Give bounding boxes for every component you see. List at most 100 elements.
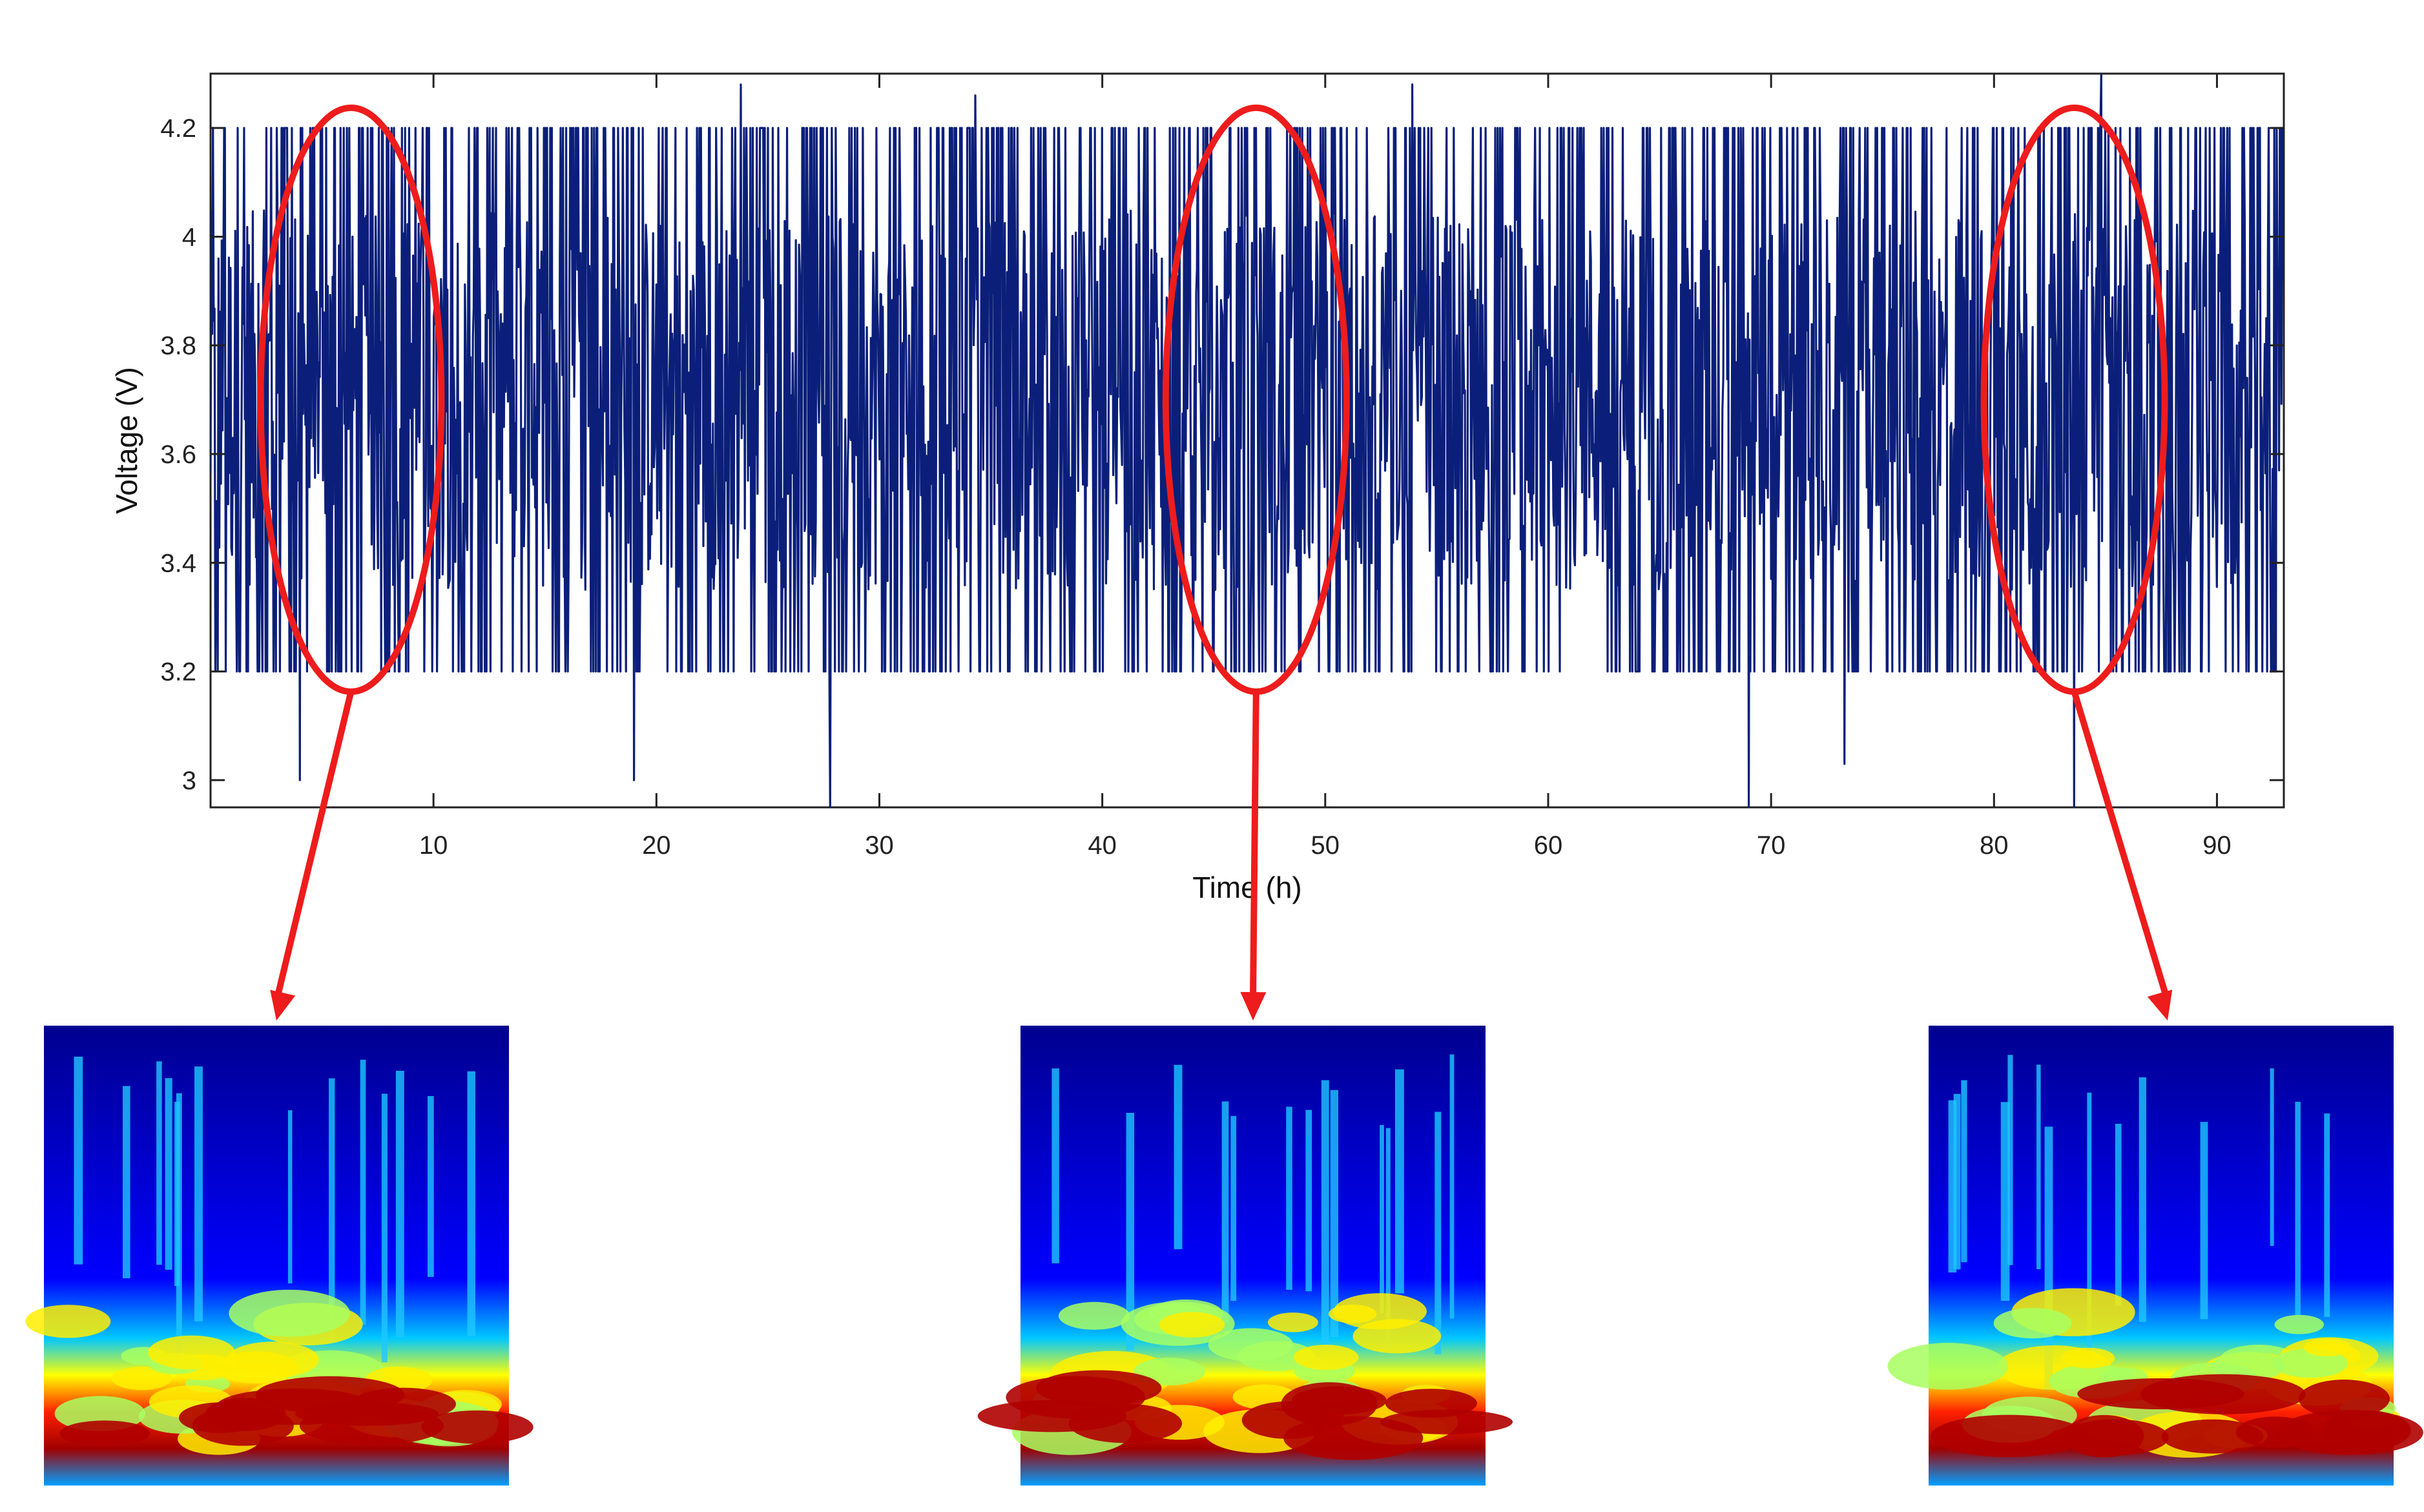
inset-blob [214,1351,298,1383]
highlight-arrow [2071,690,2171,1002]
wavelet-inset [1887,1026,2423,1486]
inset-blob [1058,1301,1130,1330]
inset-blob [2303,1338,2352,1357]
inset-blob [229,1289,350,1337]
inset-streak [1330,1090,1339,1337]
inset-blob [1993,1308,2072,1339]
x-axis-label: Time (h) [1192,871,1302,904]
inset-streak [1305,1110,1312,1292]
inset-streak [1449,1054,1455,1319]
inset-streak [427,1095,434,1278]
inset-streak [2115,1123,2122,1306]
inset-streak [1380,1124,1384,1314]
inset-hot-band [2062,1419,2169,1456]
y-tick-label: 4 [182,223,196,251]
inset-hot-band [2298,1380,2390,1418]
inset-streak [1221,1101,1229,1323]
y-tick-label: 3.2 [160,658,196,687]
inset-streak [381,1093,388,1363]
x-tick-label: 40 [1088,831,1117,860]
inset-streak [2324,1113,2330,1318]
inset-hot-band [59,1420,150,1447]
inset-streak [156,1061,162,1265]
inset-streak [122,1086,130,1279]
x-tick-label: 10 [419,831,448,860]
wavelet-insets [25,1026,2423,1486]
inset-streak [360,1059,366,1325]
inset-streak [329,1078,335,1343]
highlight-arrow [1250,691,1259,1002]
x-tick-label: 70 [1757,831,1786,860]
inset-blob [1159,1312,1225,1338]
inset-streak [395,1070,404,1338]
wavelet-inset [25,1026,533,1486]
arrow-head [270,989,296,1020]
y-tick-label: 3.4 [160,549,196,577]
inset-blob [1887,1343,2008,1390]
inset-streak [1286,1106,1292,1290]
inset-streak [467,1071,475,1336]
inset-streak [1230,1115,1237,1301]
inset-hot-band [2322,1410,2411,1451]
inset-streak [1385,1128,1391,1347]
inset-streak [2270,1068,2274,1247]
arrow-head [2147,989,2173,1020]
voltage-line [211,74,2284,807]
x-axis: 10 20 30 40 50 60 70 80 90 [419,74,2232,860]
inset-streak [165,1078,172,1270]
inset-blob [2274,1314,2324,1334]
x-tick-label: 20 [642,831,671,860]
inset-blob [1293,1345,1359,1371]
inset-blob [1333,1293,1427,1330]
inset-blob [1237,1341,1315,1371]
inset-hot-band [977,1400,1127,1433]
inset-streak [1051,1068,1059,1263]
inset-blob [148,1335,235,1370]
inset-streak [2139,1077,2146,1322]
y-axis-label: Voltage (V) [110,367,143,514]
x-tick-label: 30 [865,831,894,860]
wavelet-inset [977,1026,1513,1486]
inset-streak [2200,1122,2208,1320]
inset-streak [2295,1101,2301,1316]
inset-hot-band [1931,1414,2087,1458]
highlight-annotations [257,104,2173,1020]
y-tick-label: 3.8 [160,332,196,360]
inset-hot-band [2235,1416,2315,1448]
inset-streak [74,1056,83,1265]
y-tick-label: 3 [182,767,196,795]
inset-blob [2061,1347,2115,1369]
x-tick-label: 60 [1534,831,1563,860]
inset-blob [1267,1312,1318,1332]
inset-streak [174,1101,180,1287]
inset-streak [1174,1064,1183,1250]
inset-hot-band [1281,1382,1378,1426]
arrow-head [1240,991,1267,1020]
x-tick-label: 80 [1980,831,2009,860]
inset-streak [2036,1064,2041,1270]
inset-streak [1394,1069,1404,1294]
highlight-arrow [273,690,355,1002]
y-tick-label: 4.2 [160,114,196,143]
inset-streak [2087,1092,2092,1363]
inset-hot-band [2140,1374,2306,1414]
x-tick-label: 90 [2202,831,2232,860]
y-tick-label: 3.6 [160,440,196,469]
y-axis: 3 3.2 3.4 3.6 3.8 4 4.2 [160,114,2284,795]
x-tick-label: 50 [1311,831,1340,860]
voltage-series [211,74,2284,807]
inset-streak [1953,1093,1961,1270]
inset-blob [111,1366,172,1391]
inset-hot-band [1380,1409,1513,1434]
inset-blob [25,1305,111,1338]
inset-streak [1435,1112,1442,1354]
inset-streak [2007,1055,2013,1265]
inset-streak [1321,1080,1329,1347]
inset-streak [194,1066,203,1321]
inset-streak [1126,1112,1135,1351]
inset-blob [2211,1351,2286,1381]
inset-streak [2000,1102,2010,1301]
inset-streak [287,1110,293,1283]
inset-streak [1948,1100,1957,1273]
